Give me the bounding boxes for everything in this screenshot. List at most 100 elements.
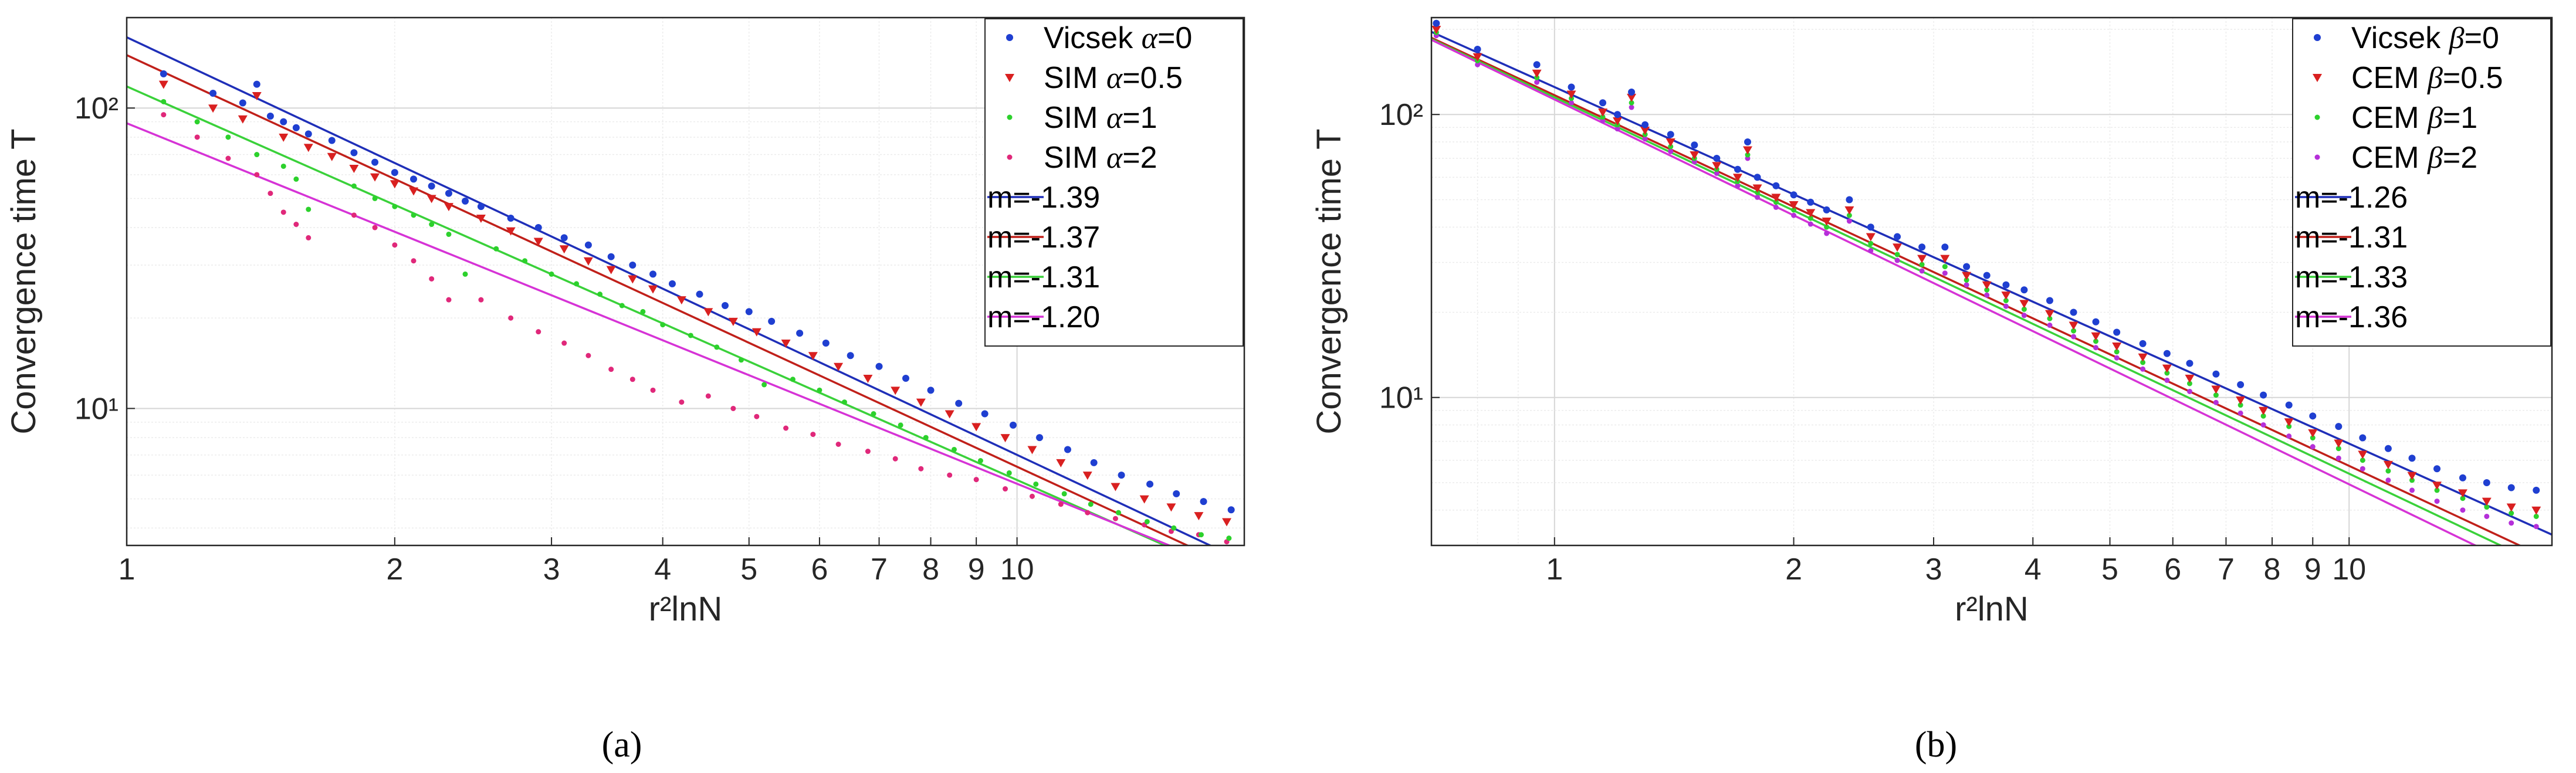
y-tick-label: 10² <box>75 91 119 126</box>
data-point <box>1982 281 1992 290</box>
data-point <box>1475 62 1481 67</box>
data-point <box>2286 433 2292 439</box>
data-point <box>1752 184 1762 193</box>
data-point <box>390 180 400 189</box>
data-point <box>1942 270 1948 276</box>
data-point <box>462 197 469 205</box>
data-point <box>1807 221 1813 227</box>
series-4 <box>1433 33 2539 530</box>
legend-label-prefix: CEM <box>2351 61 2428 95</box>
fit-line-4 <box>127 122 1172 545</box>
data-point <box>1734 165 1741 173</box>
data-point <box>1227 506 1235 514</box>
data-point <box>606 266 616 274</box>
x-tick-label: 8 <box>2264 552 2281 586</box>
data-point <box>608 367 614 372</box>
data-point <box>1036 434 1044 442</box>
legend-label-prefix: CEM <box>2351 141 2428 175</box>
data-point <box>1868 240 1874 246</box>
data-point <box>391 169 398 177</box>
data-point <box>2408 455 2416 462</box>
data-point <box>209 89 217 97</box>
data-point <box>409 175 417 183</box>
data-point <box>2047 323 2053 328</box>
data-point <box>1614 126 1620 132</box>
x-tick-label: 10 <box>2332 552 2366 586</box>
legend-label-series-3: CEM β=1 <box>2351 101 2477 135</box>
data-point <box>640 308 646 314</box>
data-point <box>350 149 358 157</box>
data-point <box>1745 152 1751 158</box>
data-point <box>158 80 168 89</box>
data-point <box>2021 313 2027 318</box>
data-point <box>865 449 871 455</box>
data-point <box>2093 345 2099 351</box>
data-point <box>1744 138 1751 145</box>
data-point <box>238 115 248 124</box>
data-point <box>2164 370 2170 376</box>
data-point <box>1568 83 1575 91</box>
data-point <box>796 330 804 337</box>
series-1 <box>1433 19 2540 494</box>
data-point <box>225 155 231 161</box>
data-point <box>1566 90 1576 99</box>
data-point <box>1598 109 1608 117</box>
data-point <box>1641 121 1649 128</box>
data-point <box>239 99 246 107</box>
data-point <box>1844 206 1854 215</box>
x-ticks: 1 2 3 4 5 6 7 8 9 10 <box>119 537 1034 586</box>
legend-marker-3 <box>2314 114 2320 120</box>
data-point <box>728 317 738 326</box>
legend-label-series-1: Vicsek β=0 <box>2351 21 2499 55</box>
data-point <box>705 393 711 399</box>
data-point <box>1003 486 1008 492</box>
x-tick-label: 4 <box>654 552 671 586</box>
data-point <box>822 340 830 347</box>
y-ticks: 10¹ 10² <box>75 91 135 426</box>
data-point <box>971 423 981 432</box>
data-point <box>973 477 979 483</box>
data-point <box>1691 141 1698 149</box>
data-point <box>279 133 289 142</box>
data-point <box>476 214 486 223</box>
data-point <box>2211 385 2221 394</box>
x-ticks: 1 2 3 4 5 6 7 8 9 10 <box>1546 537 2366 586</box>
data-point <box>1789 201 1799 210</box>
data-point <box>392 242 398 248</box>
data-point <box>2309 412 2317 420</box>
data-point <box>1111 483 1121 491</box>
data-point <box>372 225 378 230</box>
data-point <box>1791 212 1797 218</box>
data-point <box>918 466 924 472</box>
data-point <box>1919 262 1925 267</box>
data-point <box>2335 455 2341 461</box>
legend-label-symbol: β <box>2449 22 2465 55</box>
data-point <box>1846 196 1853 204</box>
data-point <box>1773 199 1779 205</box>
data-point <box>1984 287 1990 293</box>
data-point <box>477 203 485 211</box>
series-1 <box>160 70 1235 514</box>
legend-marker-3 <box>1007 114 1013 120</box>
data-point <box>847 352 854 360</box>
data-point <box>2260 413 2266 419</box>
data-point <box>2002 281 2010 289</box>
data-point <box>1713 154 1721 162</box>
data-point <box>1629 100 1634 106</box>
series-4 <box>161 112 1230 545</box>
data-point <box>252 91 262 100</box>
data-point <box>648 285 658 294</box>
data-point <box>493 246 499 252</box>
legend-marker-4 <box>1007 154 1013 160</box>
data-point <box>1866 233 1876 242</box>
data-point <box>649 270 656 278</box>
data-point <box>1824 224 1830 230</box>
data-point <box>977 458 983 464</box>
data-point <box>2186 360 2194 367</box>
data-point <box>1599 99 1607 107</box>
data-point <box>1222 518 1232 527</box>
data-point <box>660 322 666 328</box>
data-point <box>892 456 898 462</box>
data-point <box>2164 377 2170 383</box>
